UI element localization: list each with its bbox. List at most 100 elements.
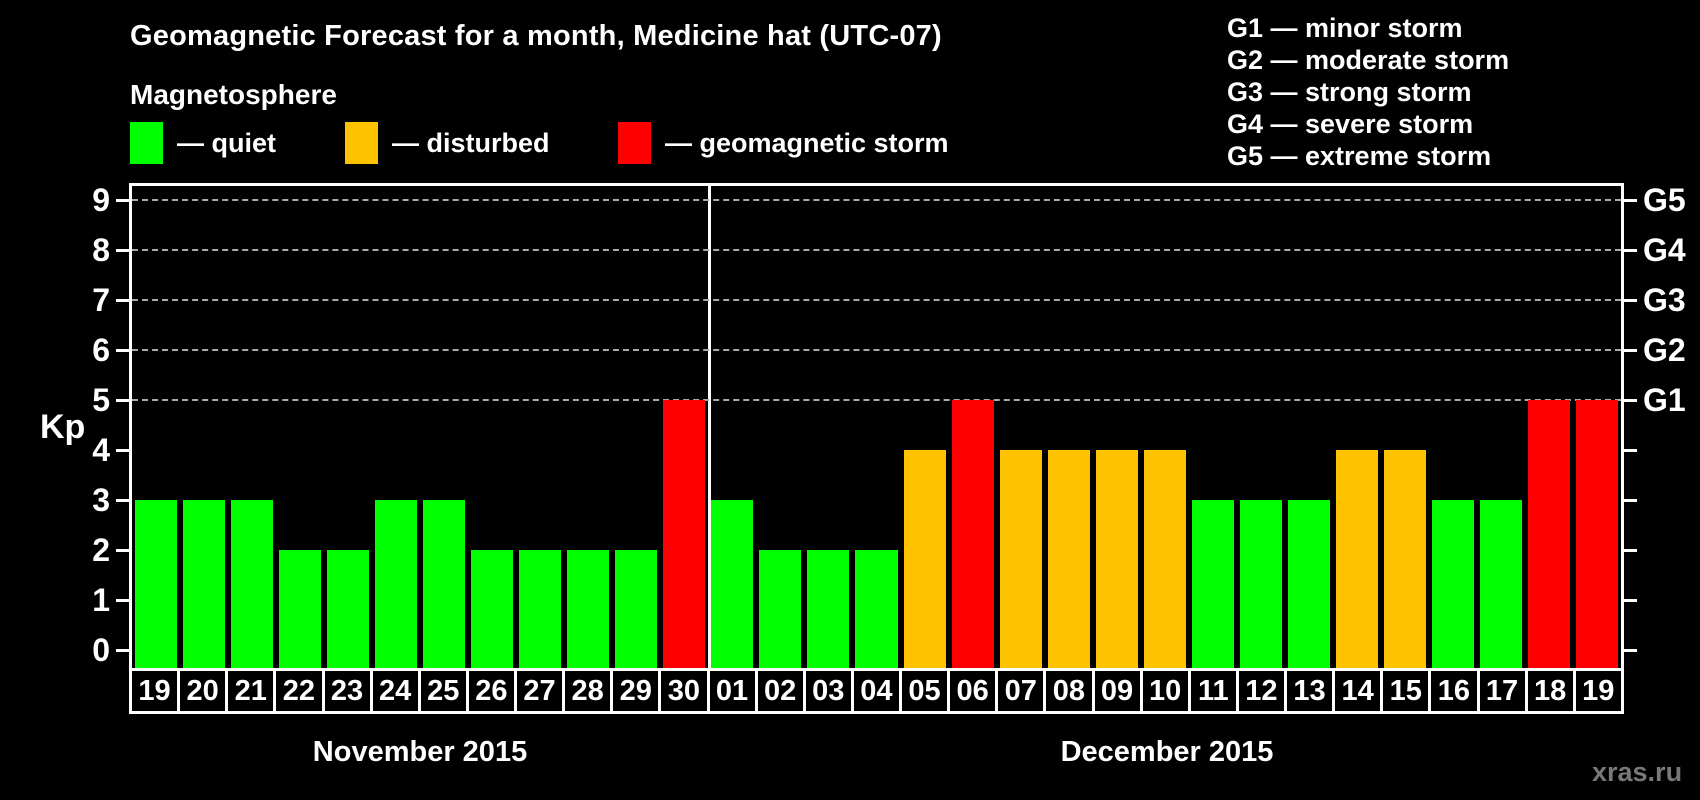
tick-kp-4 xyxy=(116,449,129,452)
chart-title: Geomagnetic Forecast for a month, Medici… xyxy=(130,20,942,52)
tick-kp-3 xyxy=(116,499,129,502)
y-tick-label-3: 3 xyxy=(92,482,110,518)
right-axis-label-g1: G1 xyxy=(1643,382,1686,418)
day-label-november-30: 30 xyxy=(661,671,710,711)
day-label-november-29: 29 xyxy=(613,671,662,711)
tick-kp-5 xyxy=(116,399,129,402)
bar-slot xyxy=(804,183,852,668)
tick-kp-7 xyxy=(116,299,129,302)
day-label-december-16: 16 xyxy=(1431,671,1480,711)
kp-bar-december-06 xyxy=(951,400,994,668)
kp-bar-december-07 xyxy=(999,450,1042,668)
tick-kp-1 xyxy=(1624,599,1637,602)
day-label-november-22: 22 xyxy=(276,671,325,711)
month-label-december: December 2015 xyxy=(1060,736,1274,768)
kp-bar-december-05 xyxy=(903,450,946,668)
tick-kp-3 xyxy=(1624,499,1637,502)
bar-slot xyxy=(997,183,1045,668)
tick-kp-9 xyxy=(1624,199,1637,202)
y-tick-label-7: 7 xyxy=(92,282,110,318)
legend-item-label: — disturbed xyxy=(392,127,550,158)
gridline-kp-7 xyxy=(132,299,1621,301)
g-legend-line: G3 — strong storm xyxy=(1227,77,1472,107)
tick-kp-1 xyxy=(116,599,129,602)
kp-bar-november-26 xyxy=(471,550,514,668)
right-axis-label-g3: G3 xyxy=(1643,282,1686,318)
g-scale-legend: G1 — minor storm G2 — moderate storm G3 … xyxy=(1227,12,1509,172)
kp-bar-december-19 xyxy=(1575,400,1618,668)
day-label-december-11: 11 xyxy=(1191,671,1239,711)
kp-bar-december-18 xyxy=(1527,400,1570,668)
g-legend-line: G5 — extreme storm xyxy=(1227,141,1492,171)
bar-slot xyxy=(564,183,612,668)
legend-item-disturbed: — disturbed xyxy=(345,121,550,165)
day-label-december-13: 13 xyxy=(1287,671,1336,711)
right-axis-label-g4: G4 xyxy=(1643,232,1686,268)
kp-bar-december-01 xyxy=(711,500,754,668)
day-label-december-15: 15 xyxy=(1383,671,1432,711)
bar-slot xyxy=(1189,183,1237,668)
bar-slot xyxy=(756,183,804,668)
day-label-november-24: 24 xyxy=(373,671,421,711)
y-tick-label-0: 0 xyxy=(92,632,110,668)
day-label-december-12: 12 xyxy=(1239,671,1287,711)
kp-bar-december-04 xyxy=(855,550,898,668)
kp-bar-november-28 xyxy=(567,550,610,668)
y-axis-label: Kp xyxy=(40,408,86,446)
day-label-december-04: 04 xyxy=(854,671,902,711)
legend-item-label: — quiet xyxy=(177,127,276,158)
g-legend-line: G1 — minor storm xyxy=(1227,13,1463,43)
kp-bar-december-09 xyxy=(1095,450,1138,668)
watermark: xras.ru xyxy=(1592,757,1683,787)
kp-bar-november-30 xyxy=(663,400,706,668)
day-label-november-27: 27 xyxy=(517,671,566,711)
bar-slot xyxy=(1573,183,1621,668)
kp-bar-november-20 xyxy=(183,500,226,668)
bar-slot xyxy=(708,183,756,668)
legend-item-label: — geomagnetic storm xyxy=(665,127,949,158)
month-separator-line xyxy=(708,183,711,668)
tick-kp-5 xyxy=(1624,399,1637,402)
tick-kp-4 xyxy=(1624,449,1637,452)
kp-bar-december-15 xyxy=(1383,450,1426,668)
plot-top-border xyxy=(129,183,1624,186)
day-label-december-17: 17 xyxy=(1480,671,1528,711)
day-label-november-23: 23 xyxy=(325,671,373,711)
g-legend-line: G4 — severe storm xyxy=(1227,109,1474,139)
kp-bar-november-24 xyxy=(375,500,418,668)
day-label-november-25: 25 xyxy=(421,671,469,711)
tick-kp-8 xyxy=(116,249,129,252)
gridline-kp-8 xyxy=(132,249,1621,251)
bar-slot xyxy=(132,183,180,668)
day-label-december-18: 18 xyxy=(1528,671,1576,711)
day-label-december-02: 02 xyxy=(758,671,806,711)
right-axis-line xyxy=(1621,183,1624,668)
day-label-december-09: 09 xyxy=(1095,671,1143,711)
bar-slot xyxy=(901,183,949,668)
day-label-december-01: 01 xyxy=(710,671,758,711)
bar-slot xyxy=(1285,183,1333,668)
bar-slot xyxy=(1045,183,1093,668)
day-label-december-19: 19 xyxy=(1582,674,1615,707)
day-label-november-21: 21 xyxy=(228,671,277,711)
day-label-november-19: 19 xyxy=(132,671,181,711)
bar-slot xyxy=(1093,183,1141,668)
kp-bar-november-27 xyxy=(519,550,562,668)
right-axis-label-g5: G5 xyxy=(1643,182,1686,218)
bar-slot xyxy=(1333,183,1381,668)
bar-slot xyxy=(1381,183,1429,668)
kp-bar-december-13 xyxy=(1287,500,1330,668)
y-tick-label-9: 9 xyxy=(92,182,110,218)
kp-bar-november-25 xyxy=(423,500,466,668)
gridline-kp-6 xyxy=(132,349,1621,351)
quiet-swatch xyxy=(130,122,163,164)
day-label-december-03: 03 xyxy=(806,671,854,711)
bar-slot xyxy=(949,183,997,668)
kp-bar-december-14 xyxy=(1335,450,1378,668)
kp-bar-november-19 xyxy=(135,500,178,668)
disturbed-swatch xyxy=(345,122,378,164)
bar-slot xyxy=(612,183,660,668)
bar-slot xyxy=(1141,183,1189,668)
tick-kp-0 xyxy=(1624,649,1637,652)
gridline-kp-5 xyxy=(132,399,1621,401)
